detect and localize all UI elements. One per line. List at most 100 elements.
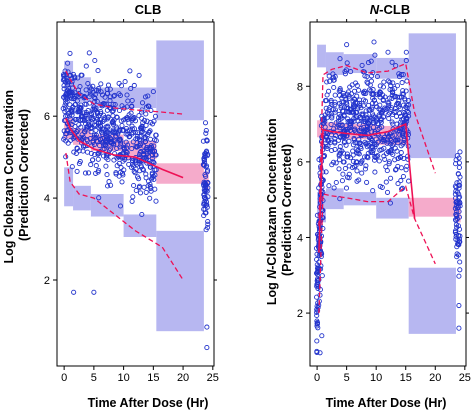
data-point bbox=[377, 102, 383, 108]
data-point bbox=[116, 107, 123, 114]
data-point bbox=[377, 125, 383, 131]
data-point bbox=[110, 108, 116, 114]
data-point bbox=[382, 156, 388, 162]
data-point bbox=[129, 123, 135, 129]
data-point bbox=[123, 125, 129, 132]
data-point bbox=[403, 116, 409, 123]
data-point bbox=[113, 170, 119, 176]
data-point bbox=[202, 180, 208, 186]
data-point bbox=[93, 134, 99, 140]
data-point bbox=[147, 195, 153, 201]
data-point bbox=[455, 171, 461, 177]
data-point bbox=[359, 158, 365, 164]
data-point bbox=[142, 136, 148, 142]
data-point bbox=[202, 159, 208, 165]
data-point bbox=[356, 128, 362, 134]
data-point bbox=[404, 102, 410, 108]
data-point bbox=[314, 278, 320, 284]
data-point bbox=[359, 62, 365, 68]
data-point bbox=[375, 153, 381, 159]
data-point bbox=[456, 182, 462, 189]
data-point bbox=[347, 155, 354, 161]
data-point bbox=[113, 133, 119, 139]
panel-n-clb: N-CLB Log N-Clobazam Concentration (Pred… bbox=[265, 2, 471, 410]
data-point bbox=[126, 134, 132, 140]
data-point bbox=[405, 153, 411, 159]
data-point bbox=[333, 160, 339, 166]
data-point bbox=[452, 191, 458, 197]
data-point bbox=[377, 147, 383, 153]
data-point bbox=[340, 135, 346, 141]
data-point bbox=[341, 113, 347, 119]
data-point bbox=[147, 136, 153, 142]
x-tick-label: 20 bbox=[177, 372, 189, 384]
data-point bbox=[360, 103, 366, 109]
data-point bbox=[360, 111, 366, 117]
data-point bbox=[390, 90, 396, 96]
data-point bbox=[133, 187, 139, 194]
data-point bbox=[147, 128, 153, 134]
data-point bbox=[332, 109, 338, 115]
data-point bbox=[143, 154, 149, 160]
data-point bbox=[97, 120, 103, 126]
data-point bbox=[339, 123, 345, 129]
data-point bbox=[117, 203, 124, 209]
lower-pi-band-clb-0 bbox=[64, 167, 74, 207]
data-point bbox=[63, 138, 69, 144]
data-point bbox=[129, 158, 136, 164]
data-point bbox=[88, 125, 94, 131]
data-point bbox=[332, 99, 338, 105]
data-point bbox=[457, 194, 463, 200]
data-point bbox=[336, 153, 342, 159]
data-point bbox=[202, 183, 208, 189]
data-point bbox=[391, 109, 397, 115]
data-point bbox=[100, 131, 106, 137]
data-point bbox=[329, 115, 335, 121]
data-point bbox=[83, 121, 89, 127]
data-point bbox=[359, 170, 365, 176]
data-point bbox=[201, 199, 207, 205]
data-point bbox=[151, 118, 157, 124]
x-axis-label-clb: Time After Dose (Hr) bbox=[88, 396, 209, 410]
data-point bbox=[70, 71, 76, 77]
y-tick-label: 4 bbox=[297, 232, 303, 244]
data-point bbox=[105, 135, 111, 141]
data-point bbox=[340, 159, 346, 165]
data-point bbox=[452, 228, 459, 234]
data-point bbox=[368, 144, 374, 150]
data-point bbox=[204, 324, 210, 330]
plot-area-n-clb bbox=[313, 33, 463, 356]
data-point bbox=[64, 128, 71, 134]
upper-pi-band-n-clb-2 bbox=[343, 54, 377, 74]
data-point bbox=[74, 168, 80, 174]
data-point bbox=[386, 100, 392, 106]
data-point bbox=[93, 163, 99, 169]
data-point bbox=[453, 203, 459, 209]
data-point bbox=[396, 71, 402, 77]
data-point bbox=[153, 198, 159, 204]
data-point bbox=[141, 135, 147, 141]
plot-area-clb bbox=[60, 40, 211, 351]
data-point bbox=[339, 148, 345, 154]
data-point bbox=[340, 90, 347, 96]
data-point bbox=[369, 73, 375, 79]
data-point bbox=[392, 94, 398, 100]
data-point bbox=[343, 97, 349, 103]
data-point bbox=[350, 158, 356, 164]
data-point bbox=[403, 113, 409, 119]
x-tick-label: 5 bbox=[91, 372, 97, 384]
data-point bbox=[324, 79, 330, 85]
data-point bbox=[378, 119, 384, 125]
y-axis-label-clb: Log Clobazam Concentration (Prediction C… bbox=[2, 86, 31, 263]
data-point bbox=[455, 252, 462, 258]
data-point bbox=[399, 185, 406, 191]
data-point bbox=[355, 150, 361, 156]
data-point bbox=[117, 127, 123, 133]
data-point bbox=[124, 92, 130, 98]
data-point bbox=[381, 145, 387, 151]
data-point bbox=[87, 112, 93, 118]
data-point bbox=[148, 107, 154, 113]
data-point bbox=[330, 159, 337, 165]
data-point bbox=[76, 91, 82, 97]
data-point bbox=[141, 184, 147, 190]
